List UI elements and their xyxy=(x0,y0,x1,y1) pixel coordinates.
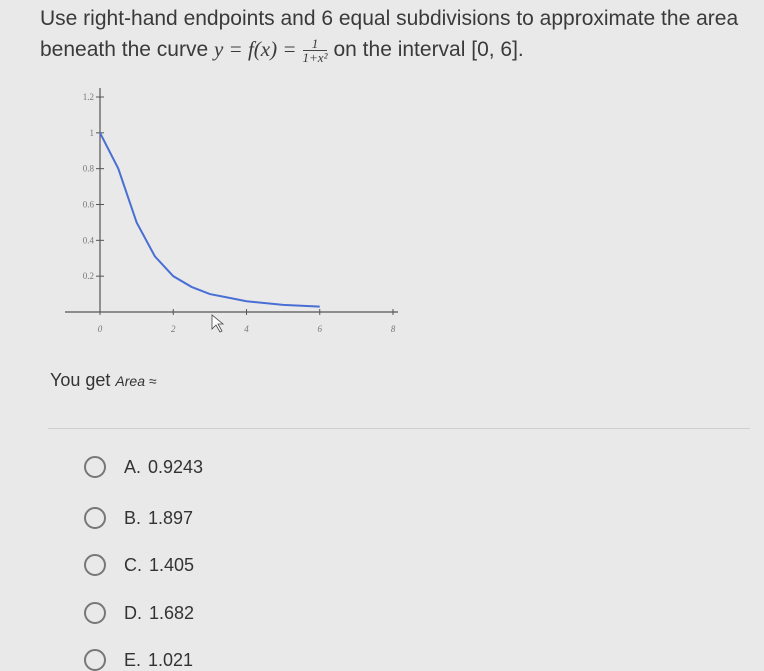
numerator: 1 xyxy=(302,37,328,51)
option-letter: A. xyxy=(124,456,142,477)
y-tick-label: 0.6 xyxy=(83,200,95,210)
option-letter: C. xyxy=(124,554,142,575)
option-value: 1.405 xyxy=(149,554,195,575)
option-value: 1.897 xyxy=(148,507,194,528)
cursor xyxy=(211,314,225,333)
option-value: 1.682 xyxy=(149,602,195,623)
chart: 0.2 0.4 0.6 0.8 1 1.2 0 2 4 6 8 xyxy=(65,88,398,334)
option[interactable]: A. 0.9243 xyxy=(84,456,203,478)
question-text: on the interval [0, 6]. xyxy=(333,38,524,61)
formula: y = f(x) = xyxy=(213,37,297,61)
y-tick-label: 0.4 xyxy=(83,235,95,245)
curve xyxy=(99,132,320,308)
radio[interactable] xyxy=(84,554,106,576)
question-text: Use right-hand endpoints and 6 equal sub… xyxy=(40,7,739,61)
y-tick-label: 0.2 xyxy=(83,271,94,281)
y-tick-label: 1.2 xyxy=(83,92,94,102)
y-tick-label: 1 xyxy=(90,128,95,138)
x-tick-label: 6 xyxy=(318,324,323,334)
option-letter: B. xyxy=(124,507,142,528)
x-tick-label: 0 xyxy=(98,324,103,334)
y-tick-label: 0.8 xyxy=(83,164,95,174)
option[interactable]: E. 1.021 xyxy=(84,649,193,671)
x-tick-label: 2 xyxy=(171,324,176,334)
prompt-label: Area ≈ xyxy=(115,373,157,389)
x-tick-label: 4 xyxy=(244,324,249,334)
option[interactable]: C. 1.405 xyxy=(84,554,194,576)
option-letter: E. xyxy=(124,649,142,670)
prompt: You get Area ≈ xyxy=(50,370,157,391)
separator xyxy=(48,428,750,429)
x-tick-label: 8 xyxy=(391,324,396,334)
radio[interactable] xyxy=(84,507,106,529)
option-value: 1.021 xyxy=(148,649,194,670)
question: Use right-hand endpoints and 6 equal sub… xyxy=(40,4,760,65)
radio[interactable] xyxy=(84,602,106,624)
radio[interactable] xyxy=(84,456,106,478)
option[interactable]: D. 1.682 xyxy=(84,602,194,624)
option[interactable]: B. 1.897 xyxy=(84,507,193,529)
option-value: 0.9243 xyxy=(148,456,204,477)
prompt-text: You get xyxy=(50,370,111,390)
radio[interactable] xyxy=(84,649,106,671)
denominator: 1+x² xyxy=(302,49,328,65)
option-letter: D. xyxy=(124,602,142,623)
fraction: 1 1+x² xyxy=(302,37,328,65)
